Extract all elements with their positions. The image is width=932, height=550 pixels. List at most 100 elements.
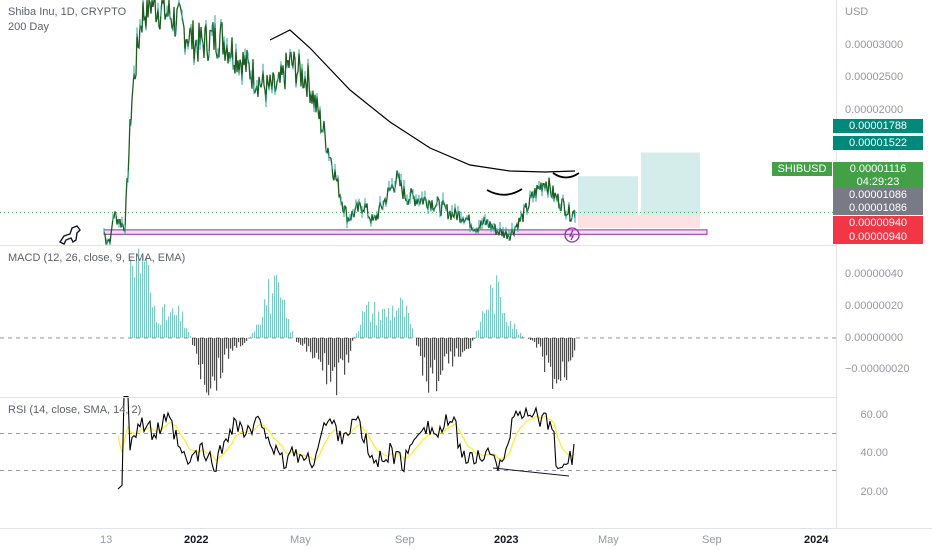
macd-legend[interactable]: MACD (12, 26, close, 9, EMA, EMA) [8,252,186,264]
macd-bar [518,334,520,338]
macd-bar [442,338,444,371]
macd-bar [240,338,242,347]
rsi-sma-line [117,415,575,462]
macd-bar [482,311,484,338]
macd-bar [558,338,560,380]
macd-bar [436,338,438,392]
macd-bar [444,338,446,357]
macd-bar [358,331,360,338]
macd-bar [462,338,464,353]
time-tick: Sep [702,534,722,546]
macd-bar [288,319,290,338]
macd-bar [348,338,350,363]
macd-bar [256,324,258,338]
macd-bar [170,312,172,338]
macd-bar [338,338,340,363]
macd-bar [346,338,348,355]
macd-bar [326,338,328,385]
macd-bar [562,338,564,362]
macd-bar [340,338,342,359]
time-tick: 2024 [804,534,829,546]
macd-bar [220,338,222,379]
macd-bar [388,307,390,338]
macd-bar [192,338,194,346]
macd-tick: −0.00000020 [845,363,910,375]
entry-price-tag-2: 0.00001086 [833,201,923,215]
macd-bar [332,338,334,371]
price-axis-divider [836,0,837,528]
macd-bar [138,248,140,338]
macd-bar [306,338,308,352]
macd-bar [176,315,178,338]
macd-bar [570,338,572,361]
macd-bar [284,299,286,338]
macd-bar [178,306,180,338]
macd-bar [180,320,182,338]
pane-divider-macd[interactable] [0,245,836,246]
macd-tick: 0.00000000 [845,332,904,344]
macd-bar [374,301,376,338]
macd-bar [366,304,368,338]
macd-bar [226,338,228,349]
macd-bar [496,275,498,338]
macd-bar [548,338,550,363]
ma-legend[interactable]: 200 Day [8,21,49,33]
macd-bar [162,307,164,338]
macd-bar [390,320,392,338]
macd-bar [396,310,398,338]
macd-bar [500,296,502,338]
macd-bar [274,275,276,338]
macd-bar [418,338,420,347]
pane-divider-rsi[interactable] [0,397,836,398]
macd-bar [514,323,516,338]
macd-bar [328,338,330,365]
time-tick: May [598,534,619,546]
macd-bar [168,316,170,338]
macd-bar [550,338,552,367]
macd-bar [278,282,280,338]
macd-bar [324,338,326,354]
macd-bar [468,338,470,349]
stop-price-tag-2: 0.00000940 [833,230,923,244]
macd-bar [426,338,428,382]
macd-bar [136,260,138,338]
macd-bar [268,279,270,338]
macd-bar [174,314,176,338]
macd-bar [130,259,132,338]
time-tick: May [290,534,311,546]
macd-bar [330,338,332,382]
rsi-divergence-line [492,467,570,477]
macd-bar [498,281,500,338]
time-tick: 13 [100,534,113,546]
macd-bar [450,338,452,352]
macd-bar [276,275,278,338]
macd-bar [234,338,236,346]
macd-bar [150,292,152,338]
time-tick: 2022 [184,534,209,546]
macd-bar [430,338,432,368]
rsi-legend[interactable]: RSI (14, close, SMA, 14, 2) [8,404,142,416]
macd-bar [232,338,234,351]
macd-bar [354,336,356,338]
macd-bar [574,338,576,351]
symbol-legend[interactable]: Shiba Inu, 1D, CRYPTO [8,6,127,18]
macd-bar [292,331,294,338]
macd-bar [280,297,282,338]
macd-bar [322,338,324,371]
macd-bar [272,293,274,338]
macd-bar [194,338,196,347]
macd-bar [344,338,346,375]
macd-bar [448,338,450,364]
macd-bar [420,338,422,356]
price-tick: 0.00002000 [845,104,904,116]
macd-bar [230,338,232,349]
macd-bar [524,337,526,338]
symbol-price-tag[interactable]: SHIBUSD [772,162,832,176]
macd-bar [416,338,418,346]
macd-bar [222,338,224,373]
macd-bar [334,338,336,368]
macd-bar [504,313,506,338]
macd-bar [266,305,268,338]
macd-bar [542,338,544,357]
